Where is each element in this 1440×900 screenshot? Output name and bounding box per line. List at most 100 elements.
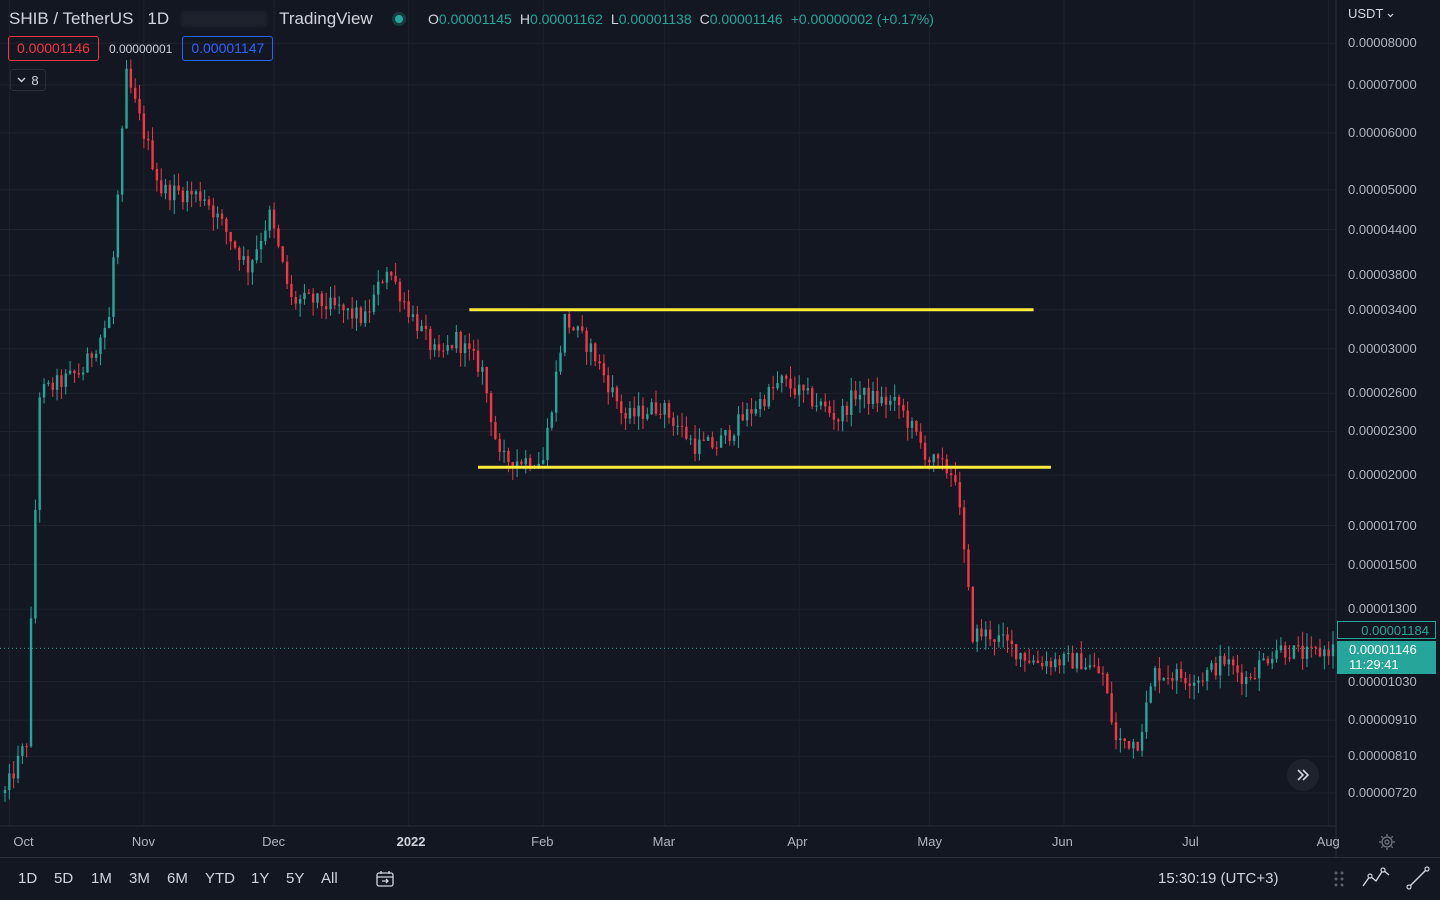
candle-up — [541, 460, 545, 464]
candle-up — [377, 281, 380, 295]
candle-down — [1240, 672, 1244, 685]
indicators-toggle[interactable]: 8 — [10, 69, 46, 91]
ohlc-values: O0.00001145 H0.00001162 L0.00001138 C0.0000… — [428, 11, 942, 27]
candle-down — [789, 378, 792, 389]
open-label: O — [428, 11, 439, 27]
candle-up — [446, 345, 449, 351]
candle-down — [476, 350, 480, 372]
range-button-1d[interactable]: 1D — [18, 870, 38, 887]
time-axis-label: Jun — [1051, 834, 1073, 849]
candle-up — [863, 387, 866, 395]
candle-down — [277, 228, 280, 247]
candle-down — [993, 639, 996, 642]
price-axis-label: 0.00003400 — [1348, 301, 1417, 317]
price-axis-label: 0.00003000 — [1348, 340, 1417, 356]
candle-up — [550, 412, 554, 428]
candle-down — [594, 343, 597, 362]
range-button-5d[interactable]: 5D — [54, 870, 74, 887]
candle-up — [1262, 658, 1265, 661]
time-axis-label: Mar — [652, 834, 676, 849]
candle-up — [1145, 702, 1148, 732]
candle-down — [702, 439, 705, 441]
candle-up — [554, 371, 558, 413]
candle-up — [1153, 668, 1157, 687]
range-button-3m[interactable]: 3M — [129, 870, 150, 887]
candle-down — [320, 293, 324, 307]
candle-down — [220, 213, 224, 219]
trend-line-tool-icon[interactable] — [1404, 864, 1432, 892]
candle-up — [1084, 667, 1087, 670]
candle-down — [398, 281, 402, 302]
candle-up — [3, 790, 7, 793]
candle-up — [546, 427, 549, 461]
candle-down — [368, 311, 371, 313]
sell-button[interactable]: 0.00001146 — [8, 36, 99, 61]
price-axis-label: 0.00002000 — [1348, 466, 1417, 482]
candle-up — [433, 344, 436, 351]
scroll-to-realtime-button[interactable] — [1287, 759, 1319, 791]
candle-up — [120, 128, 124, 195]
currency-selector[interactable]: USDT — [1348, 6, 1394, 21]
price-axis-label: 0.00002600 — [1348, 385, 1417, 401]
clock[interactable]: 15:30:19 (UTC+3) — [1158, 870, 1279, 887]
range-button-1y[interactable]: 1Y — [251, 870, 270, 887]
range-button-ytd[interactable]: YTD — [205, 870, 235, 887]
candle-down — [281, 246, 284, 262]
symbol-name[interactable]: SHIB / TetherUS — [9, 9, 134, 28]
candle-down — [915, 420, 918, 432]
candle-up — [646, 414, 649, 419]
candle-up — [1305, 646, 1309, 659]
candle-down — [207, 199, 211, 206]
candle-up — [298, 299, 302, 304]
range-button-5y[interactable]: 5Y — [286, 870, 305, 887]
candle-down — [1310, 646, 1313, 648]
candle-up — [689, 438, 692, 440]
candle-down — [494, 422, 497, 440]
candle-down — [1036, 660, 1040, 663]
candle-down — [763, 399, 766, 407]
market-status-icon — [394, 15, 403, 23]
candle-down — [1028, 660, 1031, 663]
candle-down — [837, 419, 840, 422]
candle-up — [1162, 678, 1165, 681]
candle-down — [450, 345, 454, 349]
candles — [3, 59, 1335, 802]
candle-down — [498, 439, 501, 452]
range-button-6m[interactable]: 6M — [167, 870, 188, 887]
candle-up — [125, 68, 128, 129]
indicators-templates-icon[interactable] — [1360, 862, 1392, 890]
high-label: H — [519, 11, 530, 27]
candle-up — [455, 331, 458, 349]
candle-down — [1301, 645, 1304, 659]
candle-down — [1188, 683, 1191, 686]
buy-button[interactable]: 0.00001147 — [182, 36, 274, 61]
candle-down — [350, 308, 354, 319]
candle-up — [1149, 686, 1152, 703]
time-axis-label: Dec — [262, 834, 286, 849]
candle-down — [381, 281, 384, 283]
timeframe-label[interactable]: 1D — [147, 9, 170, 28]
candle-down — [1166, 678, 1170, 680]
candle-down — [1058, 659, 1061, 666]
settings-gear-icon[interactable] — [1378, 833, 1396, 851]
range-button-all[interactable]: All — [321, 870, 338, 887]
candle-up — [524, 458, 527, 465]
candle-up — [1205, 669, 1209, 682]
drag-handle-icon[interactable] — [1332, 868, 1346, 890]
candle-down — [897, 396, 901, 406]
time-axis-label: May — [917, 834, 942, 849]
candle-down — [581, 326, 584, 331]
goto-date-icon[interactable] — [375, 869, 395, 889]
candle-up — [216, 213, 219, 218]
candle-up — [1067, 652, 1070, 654]
price-axis-label: 0.00000910 — [1348, 712, 1417, 728]
candle-up — [1292, 645, 1296, 659]
candle-down — [1327, 649, 1330, 657]
candle-down — [1023, 653, 1027, 661]
range-button-1m[interactable]: 1M — [91, 870, 112, 887]
candle-down — [407, 301, 410, 317]
candle-up — [420, 325, 423, 332]
candle-down — [832, 412, 836, 420]
chevron-down-icon — [17, 77, 26, 83]
